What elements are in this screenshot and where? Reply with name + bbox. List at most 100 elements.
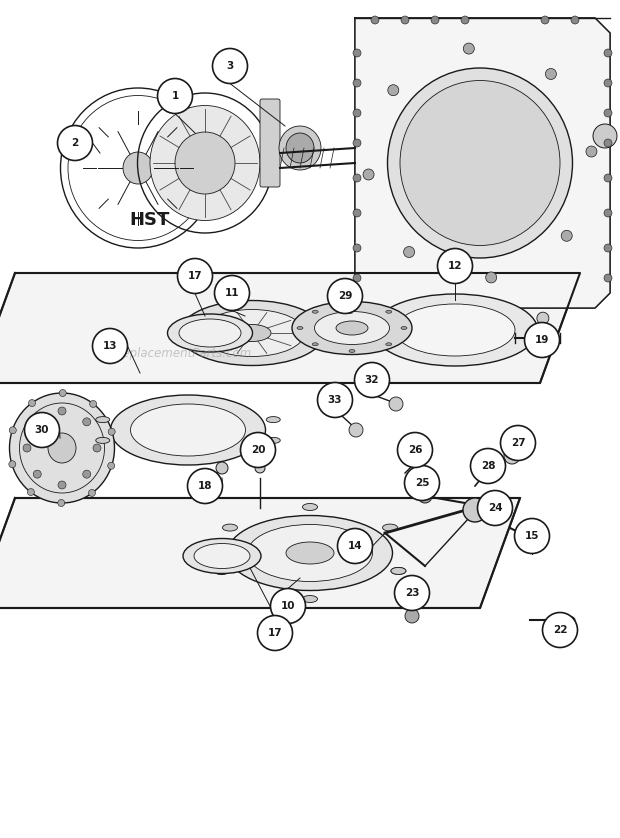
- Text: 10: 10: [281, 601, 295, 611]
- Ellipse shape: [266, 416, 280, 422]
- Circle shape: [546, 69, 556, 80]
- Circle shape: [213, 49, 247, 84]
- Ellipse shape: [194, 544, 250, 568]
- Circle shape: [525, 323, 559, 358]
- Text: 23: 23: [405, 588, 419, 598]
- Ellipse shape: [395, 304, 515, 356]
- Circle shape: [337, 529, 373, 563]
- Text: 26: 26: [408, 445, 422, 455]
- Circle shape: [604, 109, 612, 117]
- Circle shape: [82, 470, 91, 478]
- Ellipse shape: [200, 309, 304, 356]
- Ellipse shape: [391, 567, 406, 574]
- Ellipse shape: [292, 302, 412, 354]
- Circle shape: [33, 470, 42, 478]
- Circle shape: [215, 276, 249, 311]
- Circle shape: [571, 16, 579, 24]
- Text: 27: 27: [511, 438, 525, 448]
- Circle shape: [25, 412, 60, 447]
- Circle shape: [9, 427, 16, 434]
- Text: eReplacementParts.com: eReplacementParts.com: [108, 346, 252, 360]
- Ellipse shape: [266, 437, 280, 443]
- Circle shape: [485, 272, 497, 283]
- Text: 22: 22: [553, 625, 567, 635]
- Circle shape: [388, 85, 399, 96]
- Circle shape: [33, 418, 42, 426]
- Ellipse shape: [297, 327, 303, 329]
- Ellipse shape: [110, 395, 265, 465]
- Circle shape: [604, 49, 612, 57]
- Text: 14: 14: [348, 541, 362, 551]
- Circle shape: [389, 397, 403, 411]
- Ellipse shape: [303, 596, 317, 603]
- Ellipse shape: [95, 437, 110, 443]
- Ellipse shape: [180, 301, 324, 365]
- Circle shape: [438, 249, 472, 283]
- Circle shape: [477, 490, 513, 525]
- Text: 25: 25: [415, 478, 429, 488]
- Text: 20: 20: [250, 445, 265, 455]
- Ellipse shape: [400, 80, 560, 246]
- Ellipse shape: [167, 314, 252, 352]
- Ellipse shape: [386, 310, 392, 313]
- Ellipse shape: [383, 524, 397, 531]
- Ellipse shape: [216, 462, 228, 474]
- Ellipse shape: [175, 132, 235, 194]
- Circle shape: [58, 499, 64, 506]
- Ellipse shape: [529, 536, 547, 548]
- Circle shape: [463, 43, 474, 54]
- Ellipse shape: [247, 525, 373, 582]
- Circle shape: [177, 258, 213, 293]
- Ellipse shape: [123, 152, 153, 184]
- Circle shape: [353, 274, 361, 282]
- Circle shape: [371, 16, 379, 24]
- Circle shape: [541, 16, 549, 24]
- Ellipse shape: [214, 567, 229, 574]
- Ellipse shape: [179, 319, 241, 347]
- Circle shape: [89, 489, 95, 496]
- Text: 13: 13: [103, 341, 117, 351]
- Circle shape: [500, 426, 536, 461]
- Circle shape: [92, 328, 128, 364]
- Ellipse shape: [312, 310, 318, 313]
- Text: 2: 2: [71, 138, 79, 148]
- Circle shape: [157, 79, 192, 113]
- Circle shape: [604, 274, 612, 282]
- Circle shape: [257, 615, 293, 650]
- Circle shape: [463, 498, 487, 522]
- Ellipse shape: [130, 404, 246, 456]
- Polygon shape: [0, 498, 520, 608]
- Text: 11: 11: [224, 288, 239, 298]
- Circle shape: [357, 324, 369, 336]
- Circle shape: [405, 609, 419, 623]
- Circle shape: [361, 313, 373, 324]
- Ellipse shape: [373, 294, 538, 366]
- Circle shape: [604, 79, 612, 87]
- Circle shape: [9, 461, 16, 468]
- Circle shape: [355, 363, 389, 397]
- Circle shape: [349, 423, 363, 437]
- Text: 24: 24: [488, 503, 502, 513]
- Text: 17: 17: [188, 271, 202, 281]
- Circle shape: [461, 16, 469, 24]
- Circle shape: [471, 448, 505, 484]
- Circle shape: [593, 124, 617, 148]
- Circle shape: [353, 49, 361, 57]
- Circle shape: [515, 519, 549, 554]
- Circle shape: [353, 79, 361, 87]
- Ellipse shape: [386, 343, 392, 346]
- Ellipse shape: [312, 343, 318, 346]
- Ellipse shape: [183, 539, 261, 573]
- Circle shape: [353, 244, 361, 252]
- Ellipse shape: [314, 312, 389, 344]
- Circle shape: [586, 146, 597, 157]
- Circle shape: [58, 407, 66, 415]
- Circle shape: [541, 324, 553, 336]
- Polygon shape: [0, 273, 580, 383]
- Ellipse shape: [388, 68, 572, 258]
- Ellipse shape: [223, 524, 237, 531]
- Ellipse shape: [303, 504, 317, 510]
- Circle shape: [604, 244, 612, 252]
- Circle shape: [561, 230, 572, 241]
- Text: 12: 12: [448, 261, 463, 271]
